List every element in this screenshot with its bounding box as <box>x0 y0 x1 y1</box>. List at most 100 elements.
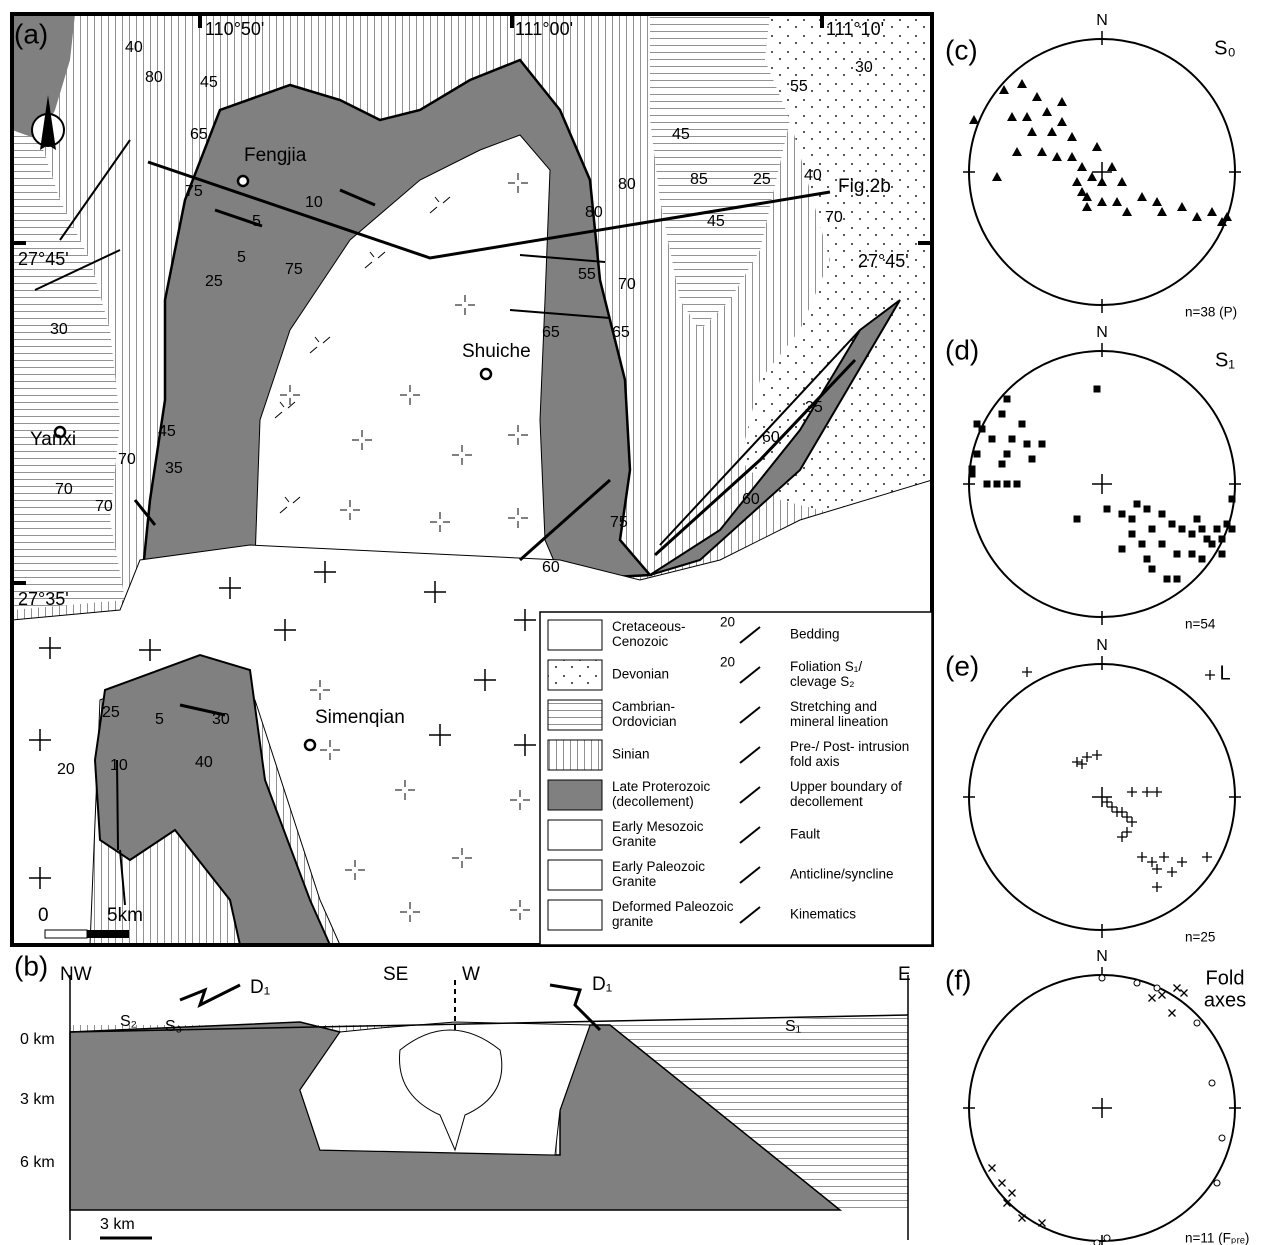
lineation-point <box>1202 852 1212 862</box>
pole-point <box>1072 177 1082 186</box>
pole-point <box>1159 511 1166 518</box>
pole-point <box>1199 526 1206 533</box>
dip-value: 75 <box>285 261 303 278</box>
dip-value: 70 <box>825 209 843 226</box>
dip-value: 25 <box>753 171 771 188</box>
dip-value: 55 <box>790 78 808 95</box>
panel-label: (f) <box>945 964 971 995</box>
lineation-point <box>1167 867 1177 877</box>
panel-label: (b) <box>14 950 48 981</box>
legend-label: Granite <box>612 834 656 849</box>
net-count: n=38 (P) <box>1185 305 1237 320</box>
pole-point <box>1122 207 1132 216</box>
legend-number: 20 <box>720 615 735 630</box>
pole-point <box>1024 441 1031 448</box>
legend-label: Early Paleozoic <box>612 859 705 874</box>
pole-point <box>1164 576 1171 583</box>
panel-label: (d) <box>945 334 979 365</box>
lineation-point <box>1102 797 1112 807</box>
net-title: S₀ <box>1214 37 1236 59</box>
figure: Cretaceous-CenozoicDevonianCambrian-Ordo… <box>0 0 1266 1245</box>
dip-value: 60 <box>742 491 760 508</box>
legend-label: Deformed Paleozoic <box>612 899 734 914</box>
pole-point <box>1087 172 1097 181</box>
pole-point <box>1042 107 1052 116</box>
place-name: Simenqian <box>315 707 405 728</box>
dip-value: 5 <box>237 249 246 266</box>
lineation-point <box>1205 670 1215 680</box>
pole-point <box>1219 551 1226 558</box>
pole-point <box>1104 506 1111 513</box>
pole-point <box>1037 147 1047 156</box>
lineation-point <box>1107 802 1117 812</box>
place-marker <box>238 176 248 186</box>
lineation-point <box>1082 752 1092 762</box>
legend-label: Kinematics <box>790 907 856 922</box>
legend-label: Bedding <box>790 627 840 642</box>
panel-label: (e) <box>945 650 979 681</box>
pole-point <box>1057 117 1067 126</box>
place-name: Yanxi <box>30 429 76 450</box>
pole-point <box>1077 162 1087 171</box>
pole-point <box>1097 177 1107 186</box>
dip-value: 5 <box>155 711 164 728</box>
lineation-point <box>1122 812 1132 822</box>
lineation-point <box>1152 787 1162 797</box>
dip-value: 35 <box>165 460 183 477</box>
pole-point <box>1229 526 1236 533</box>
pole-point <box>1119 511 1126 518</box>
latitude-label: 27°45' <box>18 249 69 269</box>
dip-value: 45 <box>672 126 690 143</box>
section-end: NW <box>60 964 92 985</box>
pole-point <box>1222 212 1232 221</box>
dip-value: 30 <box>855 59 873 76</box>
legend-label: Anticline/syncline <box>790 867 894 882</box>
dip-value: 25 <box>205 273 223 290</box>
fold-axis-point <box>1009 1190 1016 1197</box>
dip-value: 65 <box>190 126 208 143</box>
legend-swatch <box>548 700 602 730</box>
net-count: n=54 <box>1185 617 1216 632</box>
pole-point <box>1169 521 1176 528</box>
scale-bar <box>45 930 129 938</box>
legend-label: Devonian <box>612 667 669 682</box>
dip-value: 30 <box>50 321 68 338</box>
pole-point <box>1107 162 1117 171</box>
legend-label: granite <box>612 914 653 929</box>
dip-value: 70 <box>118 451 136 468</box>
dip-value: 35 <box>805 399 823 416</box>
pole-point <box>984 481 991 488</box>
lineation-point <box>1152 882 1162 892</box>
legend-label: Granite <box>612 874 656 889</box>
depth-label: 6 km <box>20 1154 55 1171</box>
pole-point <box>974 421 981 428</box>
pole-point <box>1097 197 1107 206</box>
dip-value: 40 <box>125 39 143 56</box>
net-title: S₁ <box>1215 349 1235 371</box>
scale-label: 5km <box>107 905 143 926</box>
fold-axis-point <box>1214 1180 1220 1186</box>
deformation-label: D₁ <box>250 977 270 998</box>
latitude-label: 27°35' <box>18 589 69 609</box>
legend-label: Pre-/ Post- intrusion <box>790 739 909 754</box>
pole-point <box>1009 436 1016 443</box>
pole-point <box>999 461 1006 468</box>
pole-point <box>1004 451 1011 458</box>
scale-label: 0 <box>38 905 49 926</box>
pole-point <box>994 481 1001 488</box>
fold-axis-point <box>1194 1020 1200 1026</box>
lineation-point <box>1147 857 1157 867</box>
pole-point <box>1047 127 1057 136</box>
pole-point <box>1129 516 1136 523</box>
pole-point <box>1159 541 1166 548</box>
dip-value: 30 <box>212 711 230 728</box>
section-end: SE <box>383 964 408 985</box>
fold-axis-point <box>1149 995 1156 1002</box>
legend-label: Foliation S₁/ <box>790 659 862 674</box>
legend-swatch <box>548 660 602 690</box>
cleavage-label: S₁ <box>785 1018 801 1035</box>
dip-value: 45 <box>200 74 218 91</box>
lineation-point <box>1127 787 1137 797</box>
place-marker <box>481 369 491 379</box>
dip-value: 5 <box>252 213 261 230</box>
